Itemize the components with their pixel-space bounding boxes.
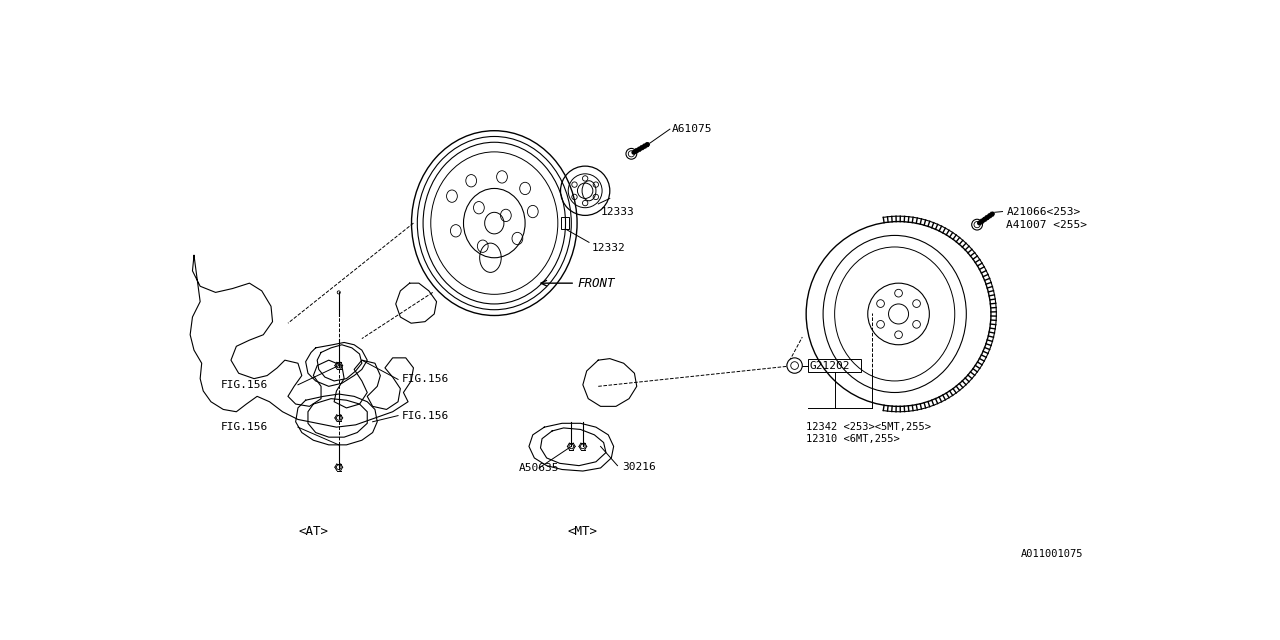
Text: <AT>: <AT> xyxy=(298,525,329,538)
Text: 30216: 30216 xyxy=(622,462,655,472)
Text: FIG.156: FIG.156 xyxy=(221,380,269,390)
Bar xyxy=(809,358,861,372)
Text: FRONT: FRONT xyxy=(577,276,614,290)
Text: FIG.156: FIG.156 xyxy=(402,411,449,420)
Text: A61075: A61075 xyxy=(672,124,712,134)
Bar xyxy=(562,217,570,229)
Circle shape xyxy=(787,358,803,373)
Text: 12332: 12332 xyxy=(593,243,626,253)
Text: <MT>: <MT> xyxy=(568,525,598,538)
Text: 12310 <6MT,255>: 12310 <6MT,255> xyxy=(806,435,900,444)
Text: A41007 <255>: A41007 <255> xyxy=(1006,220,1087,230)
Text: 12333: 12333 xyxy=(600,207,635,216)
Text: A21066<253>: A21066<253> xyxy=(1006,207,1080,216)
Text: G21202: G21202 xyxy=(810,360,850,371)
Text: A011001075: A011001075 xyxy=(1021,549,1083,559)
Text: A50635: A50635 xyxy=(518,463,559,473)
Text: FIG.156: FIG.156 xyxy=(402,374,449,385)
Text: 12342 <253><5MT,255>: 12342 <253><5MT,255> xyxy=(806,422,931,432)
Text: FIG.156: FIG.156 xyxy=(221,422,269,432)
